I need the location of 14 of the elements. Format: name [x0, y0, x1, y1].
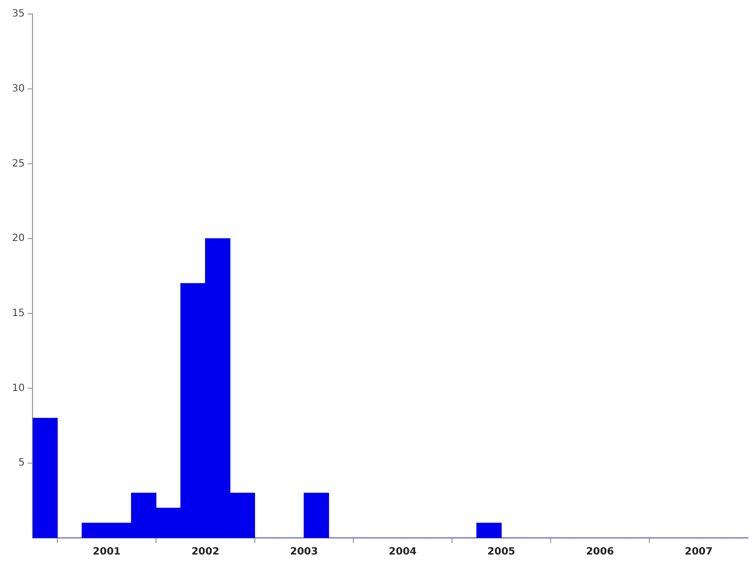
- x-tick-label: 2001: [92, 546, 121, 558]
- x-tick-label: 2004: [388, 546, 417, 558]
- x-tick-label: 2005: [487, 546, 516, 558]
- y-tick-label: 10: [12, 382, 25, 394]
- x-tick-label: 2003: [290, 546, 318, 558]
- y-tick-label: 35: [12, 8, 25, 20]
- y-tick-label: 30: [12, 83, 25, 94]
- x-tick-label: 2002: [191, 546, 220, 558]
- y-tick-label: 5: [18, 458, 25, 469]
- y-tick-label: 20: [12, 233, 25, 244]
- x-tick-label: 2007: [684, 546, 713, 558]
- y-tick-label: 25: [12, 158, 25, 170]
- y-tick-label: 15: [12, 308, 25, 320]
- x-tick-label: 2006: [586, 546, 614, 558]
